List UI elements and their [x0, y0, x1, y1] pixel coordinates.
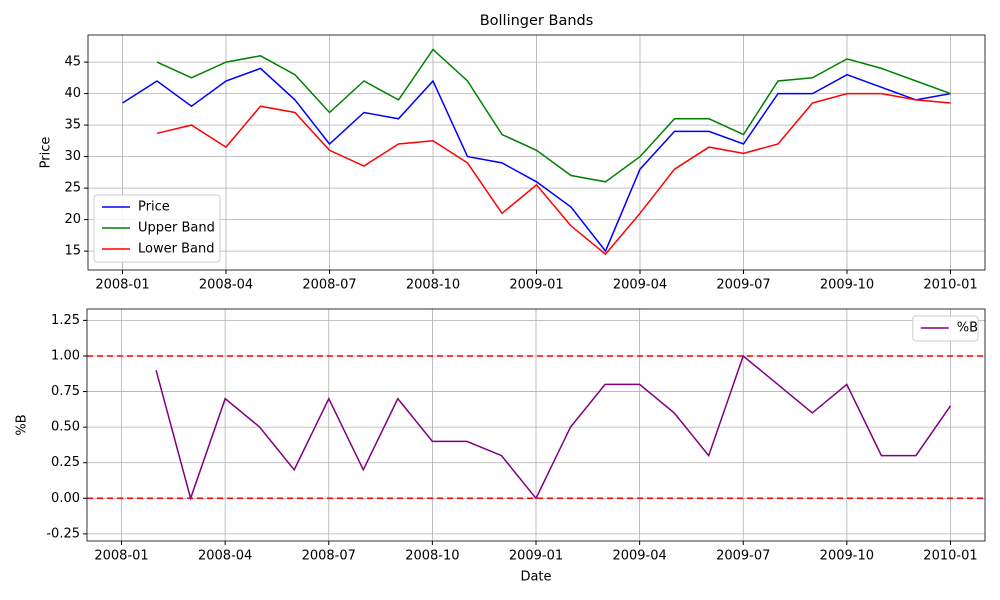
x-tick-label: 2010-01 [923, 278, 977, 293]
series-line [156, 92, 951, 256]
y-tick-label: 35 [64, 118, 81, 133]
y-tick-label: 0.75 [51, 384, 80, 399]
x-tick-label: 2008-01 [94, 549, 148, 564]
y-tick-label: 25 [64, 181, 81, 196]
x-tick-label: 2009-07 [716, 278, 770, 293]
series-line [155, 354, 952, 501]
plot-frame [86, 308, 986, 542]
x-tick-label: 2008-10 [405, 549, 459, 564]
x-tick-label: 2009-10 [820, 278, 874, 293]
x-tick-label: 2008-07 [302, 278, 356, 293]
legend-label: %B [957, 321, 978, 336]
legend-box [93, 194, 221, 263]
y-tick-label: 15 [64, 244, 81, 259]
x-tick-label: 2010-01 [923, 549, 977, 564]
x-tick-label: 2009-01 [509, 549, 563, 564]
x-tick-label: 2008-04 [199, 278, 253, 293]
y-tick-label: 0.50 [51, 420, 80, 435]
series-line [122, 67, 951, 253]
legend-label: Lower Band [138, 242, 214, 257]
x-tick-label: 2008-07 [302, 549, 356, 564]
y-tick-label: 0.25 [51, 455, 80, 470]
y-tick-label: 30 [64, 149, 81, 164]
y-tick-label: 1.00 [51, 348, 80, 363]
y-tick-label: 40 [64, 86, 81, 101]
y-tick-label: 1.25 [51, 313, 80, 328]
y-tick-label: 45 [64, 55, 81, 70]
x-axis-label: Date [520, 570, 551, 585]
y-tick-label: -0.25 [46, 526, 80, 541]
plot-frame [87, 34, 986, 271]
y-axis-label: Price [39, 137, 54, 169]
y-tick-label: 0.00 [51, 491, 80, 506]
y-tick-label: 20 [64, 212, 81, 227]
x-tick-label: 2009-01 [509, 278, 563, 293]
x-tick-label: 2008-10 [406, 278, 460, 293]
legend-label: Price [138, 200, 170, 215]
series-line [156, 48, 951, 183]
x-tick-label: 2008-01 [95, 278, 149, 293]
x-tick-label: 2009-10 [820, 549, 874, 564]
x-tick-label: 2009-04 [613, 278, 667, 293]
y-axis-label: %B [15, 414, 30, 435]
x-tick-label: 2008-04 [198, 549, 252, 564]
legend-label: Upper Band [138, 221, 215, 236]
x-tick-label: 2009-04 [612, 549, 666, 564]
chart-title: Bollinger Bands [480, 13, 594, 29]
x-tick-label: 2009-07 [716, 549, 770, 564]
